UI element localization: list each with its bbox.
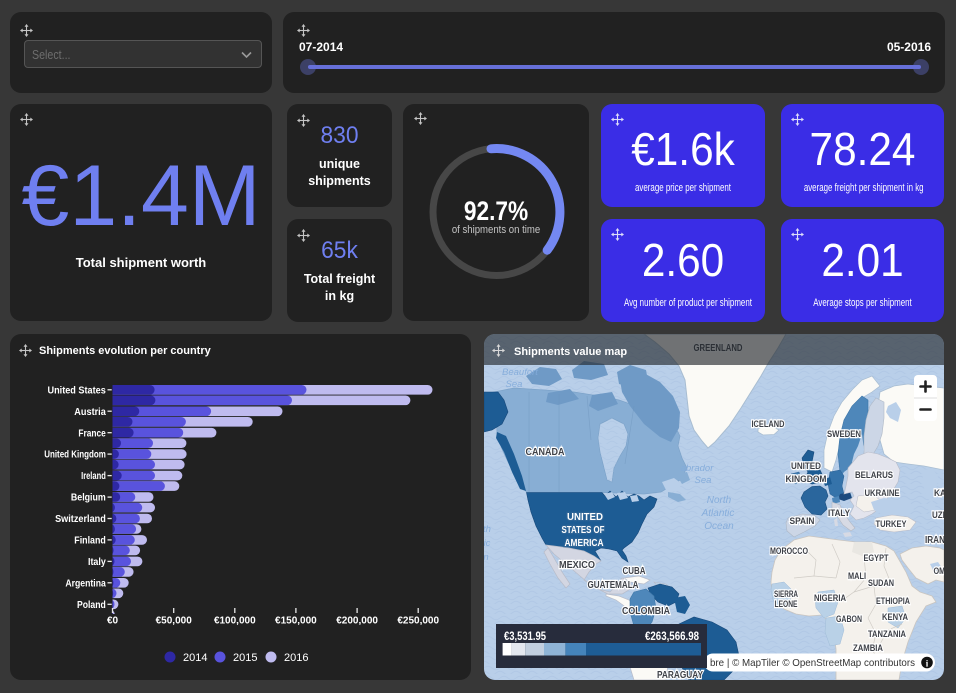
svg-text:€150,000: €150,000 [275,616,317,627]
svg-text:MEXICO: MEXICO [559,560,595,571]
svg-text:Finland: Finland [74,536,106,547]
svg-text:United Kingdom: United Kingdom [44,450,106,461]
svg-text:SIERRA: SIERRA [774,589,798,599]
svg-text:€250,000: €250,000 [397,616,439,627]
svg-text:CUBA: CUBA [623,566,646,577]
svg-text:abrador: abrador [681,463,715,474]
svg-text:€200,000: €200,000 [336,616,378,627]
svg-text:ITALY: ITALY [828,508,851,519]
svg-text:Sea: Sea [506,379,523,390]
svg-text:MALI: MALI [848,571,866,582]
svg-text:Belgium: Belgium [71,493,106,504]
svg-text:COLOMBIA: COLOMBIA [622,605,670,617]
svg-text:BELARUS: BELARUS [855,470,893,481]
svg-text:Austria: Austria [74,407,106,418]
svg-text:United States: United States [48,385,107,396]
svg-text:Argentina: Argentina [65,578,106,589]
svg-text:€263,566.98: €263,566.98 [645,631,700,643]
svg-text:ETHIOPIA: ETHIOPIA [876,596,910,607]
svg-text:€50,000: €50,000 [156,616,193,627]
svg-text:€100,000: €100,000 [214,616,256,627]
svg-text:UNITED: UNITED [791,461,821,472]
svg-text:AMERICA: AMERICA [565,538,604,549]
svg-text:TANZANIA: TANZANIA [868,629,906,640]
svg-text:Sea: Sea [695,475,712,486]
svg-text:UNITED: UNITED [567,512,603,523]
svg-text:North: North [707,495,732,506]
svg-text:i: i [926,659,929,669]
svg-text:UKRAINE: UKRAINE [865,488,900,499]
svg-text:PARAGUAY: PARAGUAY [657,669,703,680]
svg-text:ic: ic [484,538,491,549]
svg-text:CANADA: CANADA [526,446,565,458]
svg-text:TURKEY: TURKEY [876,519,908,530]
svg-text:SWEDEN: SWEDEN [827,429,861,440]
svg-text:2016: 2016 [284,652,308,664]
svg-text:Beaufort: Beaufort [502,367,538,378]
svg-text:LEONE: LEONE [775,599,798,609]
svg-text:2015: 2015 [233,652,257,664]
svg-text:KENYA: KENYA [882,612,908,623]
svg-text:Shipments value map: Shipments value map [514,346,627,358]
svg-text:Ocean: Ocean [704,521,734,532]
svg-text:n: n [484,552,489,563]
svg-text:OMA: OMA [934,566,945,577]
svg-text:ICELAND: ICELAND [752,419,785,430]
svg-text:NIGERIA: NIGERIA [814,593,846,604]
svg-text:GABON: GABON [836,614,862,625]
svg-text:bre | © MapTiler © OpenStreetM: bre | © MapTiler © OpenStreetMap contrib… [710,657,915,669]
svg-text:SPAIN: SPAIN [790,516,815,527]
svg-text:Poland: Poland [77,600,106,611]
svg-text:2014: 2014 [183,652,207,664]
svg-text:MOROCCO: MOROCCO [770,546,808,557]
svg-text:STATES OF: STATES OF [562,525,605,536]
svg-text:EGYPT: EGYPT [864,553,889,564]
svg-text:France: France [78,428,106,439]
svg-text:Switzerland: Switzerland [55,514,106,525]
svg-text:KA: KA [934,488,944,499]
svg-text:Ireland: Ireland [81,471,106,482]
svg-text:GUATEMALA: GUATEMALA [588,580,639,591]
svg-text:Atlantic: Atlantic [701,508,735,519]
svg-text:th: th [484,524,491,535]
svg-text:KINGDOM: KINGDOM [786,474,827,485]
svg-text:€3,531.95: €3,531.95 [504,631,546,643]
svg-text:€0: €0 [107,616,119,627]
svg-text:SUDAN: SUDAN [868,578,894,589]
svg-text:Italy: Italy [88,557,106,568]
svg-text:UZE: UZE [932,510,944,521]
svg-text:ZAMBIA: ZAMBIA [853,643,883,654]
svg-text:IRAN: IRAN [925,534,944,546]
